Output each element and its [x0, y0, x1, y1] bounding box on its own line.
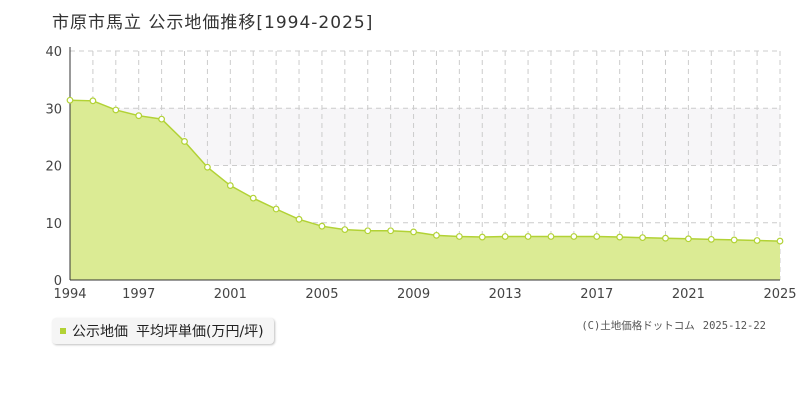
data-point-2013	[501, 233, 509, 240]
data-point-2003	[272, 205, 280, 213]
data-point-2014	[524, 233, 532, 240]
data-point-2023	[730, 236, 738, 244]
x-tick-label: 2009	[397, 287, 430, 302]
data-point-2006	[341, 226, 349, 234]
data-point-2011	[455, 233, 463, 240]
data-point-2001	[226, 182, 234, 189]
data-point-2005	[318, 222, 326, 230]
x-tick-label: 2017	[580, 287, 613, 302]
series-area	[70, 100, 780, 281]
data-point-2012	[478, 233, 486, 241]
data-point-2017	[593, 233, 601, 240]
legend-label: 平均坪単価(万円/坪)	[136, 324, 264, 340]
x-tick-label: 2025	[763, 287, 796, 302]
data-point-2022	[707, 235, 715, 243]
data-point-2015	[547, 233, 555, 240]
x-tick-label: 1997	[122, 287, 155, 302]
x-tick-label: 2021	[672, 287, 705, 302]
x-tick-label: 2005	[305, 287, 338, 302]
data-point-2008	[387, 227, 395, 235]
data-point-1995	[89, 97, 97, 105]
data-point-2004	[295, 215, 303, 223]
y-tick-label: 30	[45, 102, 62, 117]
y-tick-label: 0	[54, 274, 62, 289]
series-line	[69, 99, 781, 242]
legend: 公示地価 平均坪単価(万円/坪)	[52, 318, 274, 344]
credit-date: 2025-12-22	[702, 320, 766, 332]
data-point-2019	[639, 234, 646, 242]
legend-swatch	[60, 328, 66, 334]
x-tick-label: 2001	[214, 287, 247, 302]
data-point-2007	[364, 227, 372, 235]
data-point-2018	[616, 233, 624, 241]
legend-series-name: 公示地価	[72, 324, 128, 340]
credit: (C)土地価格ドットコム 2025-12-22	[581, 318, 766, 333]
data-point-1994	[66, 96, 74, 104]
data-point-1999	[181, 138, 188, 145]
data-point-2024	[753, 237, 761, 244]
x-tick-label: 2013	[489, 287, 522, 302]
data-point-1996	[112, 106, 120, 114]
y-tick-label: 10	[45, 217, 62, 232]
data-point-2025	[776, 237, 784, 245]
y-tick-label: 40	[45, 45, 62, 60]
data-point-1998	[158, 115, 166, 123]
data-point-2002	[249, 194, 257, 202]
data-point-2020	[662, 234, 669, 242]
x-tick-label: 1994	[53, 287, 86, 302]
chart-title: 市原市馬立 公示地価推移[1994-2025]	[52, 13, 374, 33]
data-point-2009	[410, 228, 417, 236]
data-point-1997	[135, 112, 143, 120]
credit-source: (C)土地価格ドットコム	[581, 320, 695, 332]
y-tick-label: 20	[45, 160, 62, 175]
data-point-2000	[204, 163, 211, 171]
data-point-2021	[684, 235, 692, 243]
data-point-2010	[433, 231, 440, 239]
data-point-2016	[570, 233, 578, 240]
